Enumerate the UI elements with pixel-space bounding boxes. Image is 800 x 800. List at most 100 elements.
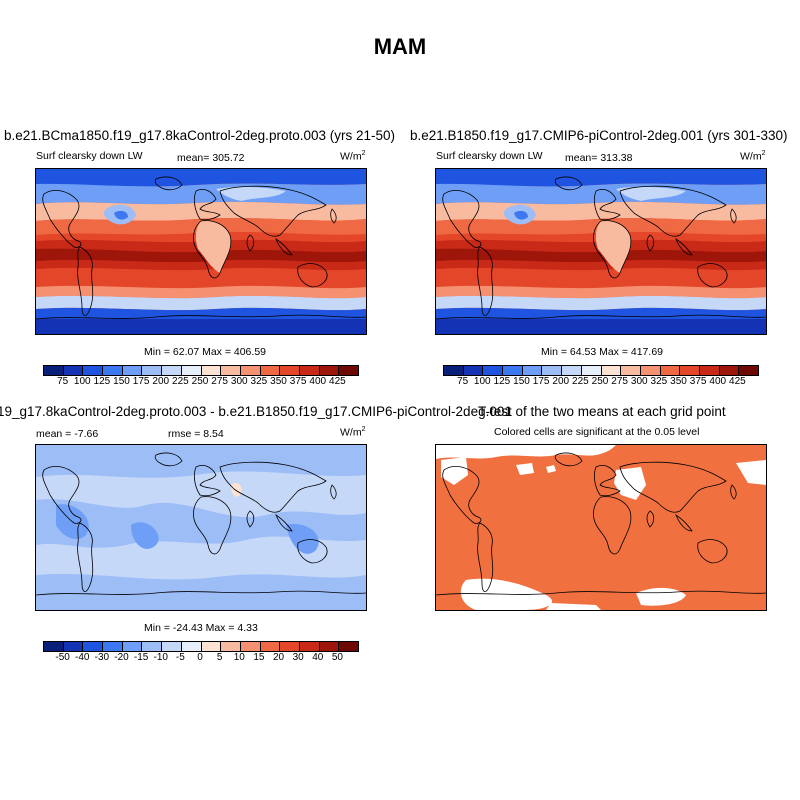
colorbar-swatch xyxy=(162,642,182,651)
colorbar-tick-label: 250 xyxy=(191,376,209,387)
colorbar-tick-label: 200 xyxy=(152,376,170,387)
colorbar-tick-label: -15 xyxy=(133,652,149,663)
colorbar-swatch xyxy=(699,366,720,375)
colorbar-swatch xyxy=(339,366,358,375)
colorbar xyxy=(43,365,359,376)
colorbar-swatch xyxy=(201,642,222,651)
colorbar-tick-label: 100 xyxy=(73,376,91,387)
colorbar-tick-label: 175 xyxy=(132,376,150,387)
min-max-label: Min = 62.07 Max = 406.59 xyxy=(144,346,266,358)
colorbar-swatch xyxy=(221,366,241,375)
colorbar-tick-label: 200 xyxy=(552,376,570,387)
panel-title: b.e21.BCma1850.f19_g17.8kaControl-2deg.p… xyxy=(4,128,395,143)
units-label: W/m2 xyxy=(740,150,766,163)
colorbar-tick-label: 275 xyxy=(211,376,228,387)
colorbar-tick-label: 375 xyxy=(689,376,707,387)
panel-title: T-test of the two means at each grid poi… xyxy=(478,404,726,419)
difference-field xyxy=(36,445,366,610)
colorbar-swatch xyxy=(640,366,661,375)
colorbar-tick-label: 30 xyxy=(292,652,304,663)
colorbar xyxy=(443,365,759,376)
colorbar-swatch xyxy=(739,366,758,375)
colorbar-tick-label: 250 xyxy=(591,376,609,387)
colorbar-swatch xyxy=(280,642,300,651)
colorbar-tick-label: 425 xyxy=(729,376,746,387)
colorbar-swatch xyxy=(280,366,300,375)
colorbar-tick-label: 5 xyxy=(216,652,223,663)
panel-subtitle: Colored cells are significant at the 0.0… xyxy=(494,426,700,438)
colorbar-swatch xyxy=(319,366,340,375)
colorbar-swatch xyxy=(240,642,261,651)
colorbar-tick-label: 175 xyxy=(532,376,550,387)
temperature-field xyxy=(36,169,366,334)
colorbar-swatch xyxy=(260,642,281,651)
colorbar-swatch xyxy=(181,366,202,375)
colorbar-tick-label: 150 xyxy=(513,376,530,387)
colorbar-tick-label: 400 xyxy=(709,376,727,387)
colorbar-tick-label: -50 xyxy=(55,652,70,663)
colorbar-swatch xyxy=(581,366,602,375)
colorbar-swatch xyxy=(299,642,320,651)
panel-title: 19_g17.8kaControl-2deg.proto.003 - b.e21… xyxy=(0,404,512,419)
colorbar-swatch xyxy=(339,642,358,651)
colorbar-tick-label: 225 xyxy=(172,376,189,387)
colorbar-swatch xyxy=(83,642,104,651)
map-ttest xyxy=(435,444,767,611)
temperature-field xyxy=(436,169,766,334)
colorbar-tick-label: 75 xyxy=(457,376,469,387)
colorbar-swatch xyxy=(83,366,104,375)
colorbar-tick-label: 350 xyxy=(670,376,687,387)
colorbar-tick-label: 150 xyxy=(113,376,130,387)
colorbar-tick-label: 225 xyxy=(572,376,589,387)
colorbar-swatch xyxy=(562,366,582,375)
colorbar-tick-label: 20 xyxy=(272,652,285,663)
figure-title: MAM xyxy=(373,34,427,59)
map-control-8ka xyxy=(35,168,367,335)
colorbar-swatch xyxy=(122,366,143,375)
colorbar-swatch xyxy=(680,366,700,375)
map-pi-control xyxy=(435,168,767,335)
colorbar-tick-label: 10 xyxy=(233,652,245,663)
colorbar-swatch xyxy=(503,366,523,375)
colorbar-swatch xyxy=(319,642,340,651)
panel-title: b.e21.B1850.f19_g17.CMIP6-piControl-2deg… xyxy=(410,128,788,143)
min-max-label: Min = -24.43 Max = 4.33 xyxy=(144,622,258,634)
mean-label: mean= 313.38 xyxy=(565,152,633,164)
colorbar-swatch xyxy=(142,642,163,651)
colorbar-swatch xyxy=(122,642,143,651)
colorbar-swatch xyxy=(103,642,123,651)
colorbar-tick-label: 125 xyxy=(93,376,111,387)
colorbar-tick-label: -10 xyxy=(153,652,168,663)
variable-label: Surf clearsky down LW xyxy=(436,150,543,162)
colorbar-swatch xyxy=(44,366,64,375)
colorbar-tick-label: 125 xyxy=(493,376,511,387)
colorbar-swatch xyxy=(601,366,622,375)
colorbar-swatch xyxy=(221,642,241,651)
colorbar xyxy=(43,641,359,652)
colorbar-tick-label: 40 xyxy=(312,652,324,663)
colorbar-tick-label: 0 xyxy=(197,652,203,663)
colorbar-swatch xyxy=(444,366,464,375)
colorbar-tick-label: 400 xyxy=(309,376,327,387)
units-label: W/m2 xyxy=(340,426,366,439)
colorbar-tick-label: 100 xyxy=(473,376,491,387)
colorbar-tick-label: 325 xyxy=(650,376,668,387)
mean-label: mean= 305.72 xyxy=(177,152,245,164)
colorbar-tick-label: -40 xyxy=(75,652,90,663)
rmse-label: rmse = 8.54 xyxy=(168,428,224,440)
colorbar-swatch xyxy=(63,366,84,375)
colorbar-swatch xyxy=(201,366,222,375)
colorbar-swatch xyxy=(542,366,563,375)
colorbar-swatch xyxy=(621,366,641,375)
variable-label: Surf clearsky down LW xyxy=(36,150,143,162)
colorbar-swatch xyxy=(719,366,740,375)
units-label: W/m2 xyxy=(340,150,366,163)
colorbar-swatch xyxy=(260,366,281,375)
colorbar-tick-label: -20 xyxy=(114,652,129,663)
colorbar-swatch xyxy=(660,366,681,375)
colorbar-tick-label: 275 xyxy=(611,376,628,387)
colorbar-swatch xyxy=(142,366,163,375)
colorbar-swatch xyxy=(240,366,261,375)
colorbar-swatch xyxy=(483,366,504,375)
colorbar-tick-label: 325 xyxy=(250,376,268,387)
